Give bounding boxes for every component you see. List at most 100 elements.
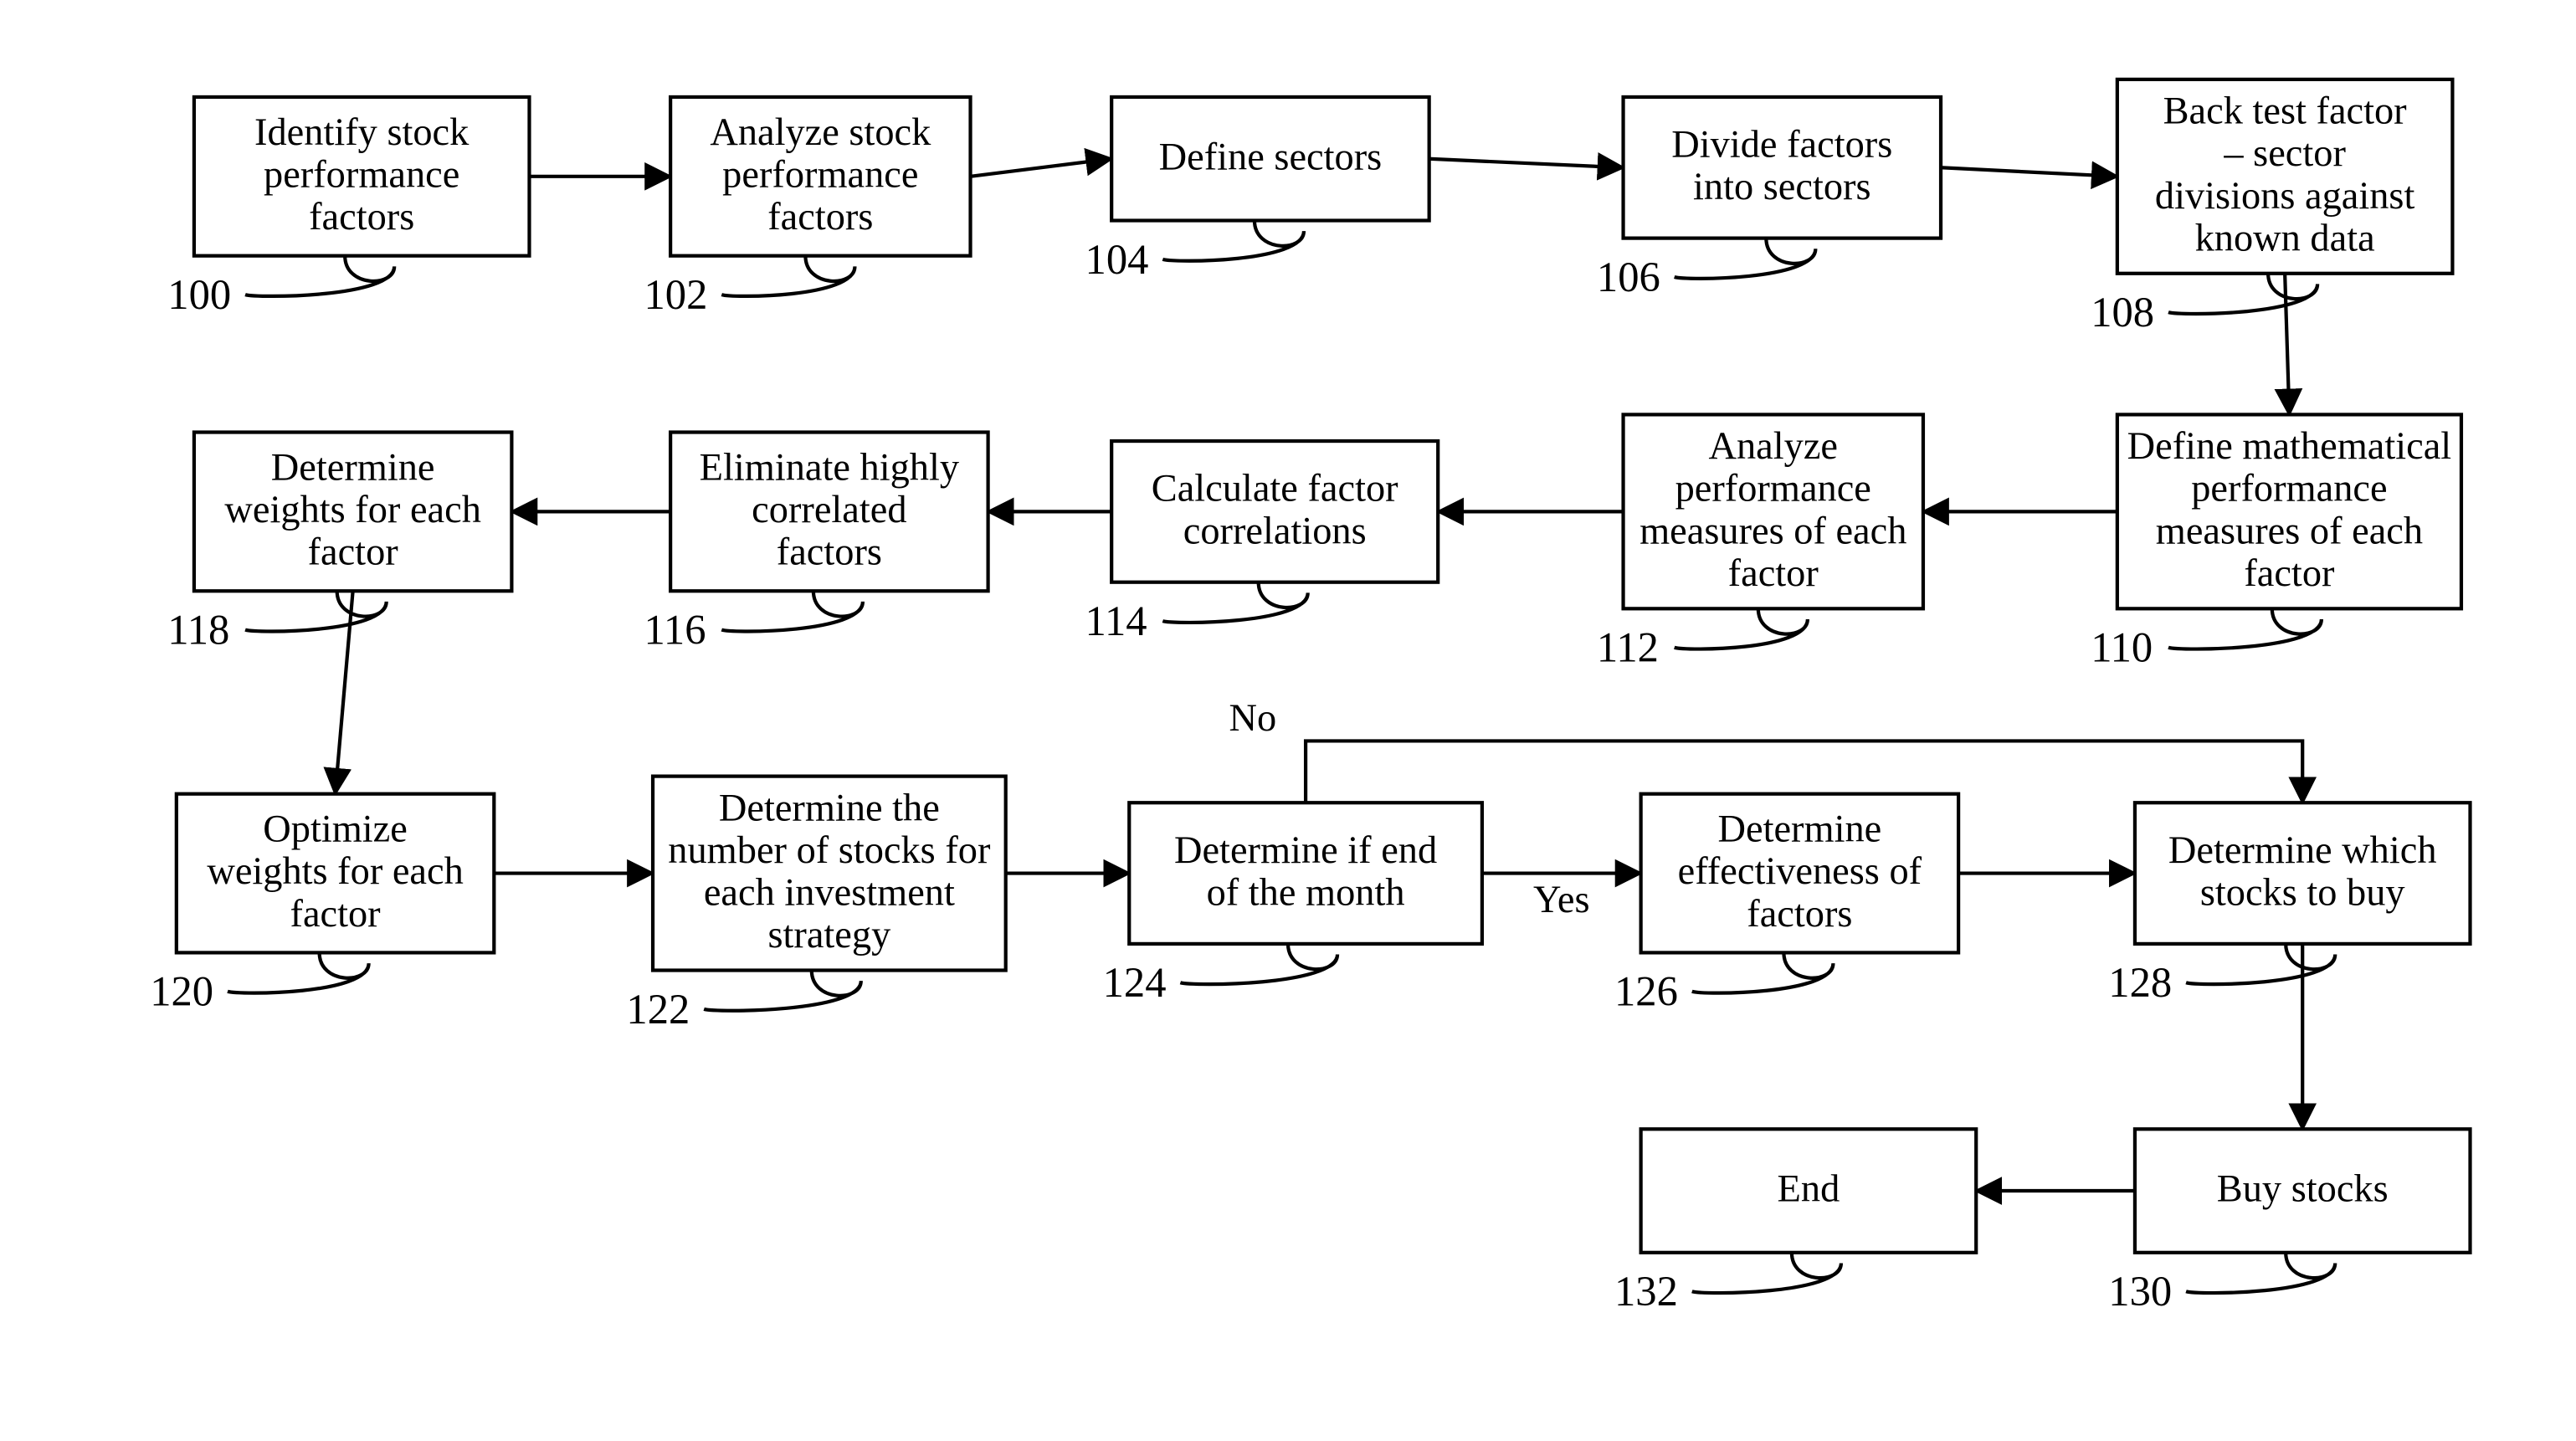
node-108: Back test factor– sectordivisions agains… <box>2117 79 2453 274</box>
node-112-line-3: factor <box>1728 552 1819 595</box>
node-118-line-2: factor <box>308 531 399 574</box>
ref-tail-130 <box>2186 1253 2335 1293</box>
ref-tail-132 <box>1692 1253 1841 1293</box>
ref-label-128: 128 <box>2108 959 2172 1006</box>
edge-label-yes: Yes <box>1533 879 1589 921</box>
node-116-line-0: Eliminate highly <box>700 446 959 489</box>
node-116: Eliminate highlycorrelatedfactors <box>670 433 988 592</box>
node-118: Determineweights for eachfactor <box>194 433 511 592</box>
ref-label-122: 122 <box>626 986 690 1033</box>
ref-tail-100 <box>245 256 394 296</box>
ref-label-114: 114 <box>1085 597 1147 644</box>
node-122-line-0: Determine the <box>719 787 940 829</box>
node-112-line-1: performance <box>1675 468 1871 510</box>
node-108-line-1: – sector <box>2223 132 2346 175</box>
ref-label-132: 132 <box>1614 1268 1678 1315</box>
edge-n102-n104 <box>971 159 1112 177</box>
node-126-line-2: factors <box>1747 893 1852 936</box>
node-132-line-0: End <box>1778 1168 1840 1211</box>
ref-label-106: 106 <box>1597 254 1660 300</box>
node-108-line-3: known data <box>2195 217 2375 259</box>
node-128-line-1: stocks to buy <box>2200 872 2405 915</box>
node-122-line-2: each investment <box>704 872 955 915</box>
ref-tail-102 <box>721 256 854 296</box>
ref-label-130: 130 <box>2108 1268 2172 1315</box>
node-104: Define sectors <box>1111 97 1429 221</box>
node-110-line-0: Define mathematical <box>2127 425 2452 468</box>
node-118-line-1: weights for each <box>224 489 480 531</box>
node-114-line-1: correlations <box>1183 510 1367 552</box>
ref-label-112: 112 <box>1597 624 1659 671</box>
node-100-line-1: performance <box>264 153 459 196</box>
node-102-line-2: factors <box>767 196 873 238</box>
node-100-line-0: Identify stock <box>254 111 470 154</box>
node-114: Calculate factorcorrelations <box>1111 441 1438 582</box>
node-126-line-0: Determine <box>1718 808 1882 851</box>
ref-label-102: 102 <box>644 271 708 318</box>
node-102-line-0: Analyze stock <box>710 111 931 154</box>
node-126-line-1: effectiveness of <box>1678 850 1922 893</box>
ref-label-110: 110 <box>2091 624 2153 671</box>
node-114-line-0: Calculate factor <box>1152 468 1398 510</box>
ref-label-100: 100 <box>167 271 231 318</box>
ref-tail-120 <box>228 952 369 992</box>
node-120-line-0: Optimize <box>263 808 408 851</box>
edge-n118-n120 <box>336 591 353 793</box>
node-116-line-1: correlated <box>752 489 906 531</box>
node-122-line-3: strategy <box>767 914 890 956</box>
ref-label-116: 116 <box>644 606 706 653</box>
node-120-line-2: factor <box>290 893 382 936</box>
node-100: Identify stockperformancefactors <box>194 97 530 256</box>
ref-tail-108 <box>2168 274 2317 314</box>
node-108-line-0: Back test factor <box>2163 90 2408 133</box>
ref-label-120: 120 <box>150 968 213 1015</box>
node-110-line-1: performance <box>2191 468 2387 510</box>
ref-tail-116 <box>721 591 863 631</box>
ref-tail-122 <box>704 971 861 1011</box>
node-128: Determine whichstocks to buy <box>2135 803 2471 944</box>
node-102-line-1: performance <box>722 153 918 196</box>
node-124: Determine if endof the month <box>1129 803 1482 944</box>
node-106-line-0: Divide factors <box>1671 124 1892 167</box>
node-122-line-1: number of stocks for <box>668 829 991 872</box>
node-106: Divide factorsinto sectors <box>1624 97 1941 238</box>
node-126: Determineeffectiveness offactors <box>1641 794 1958 953</box>
node-112-line-0: Analyze <box>1708 425 1838 468</box>
ref-tail-126 <box>1692 952 1834 992</box>
edge-n106-n108 <box>1941 167 2117 177</box>
ref-tail-128 <box>2186 944 2335 984</box>
ref-tail-112 <box>1675 608 1808 649</box>
ref-label-126: 126 <box>1614 968 1678 1015</box>
ref-tail-114 <box>1162 582 1307 623</box>
node-118-line-0: Determine <box>271 446 435 489</box>
node-106-line-1: into sectors <box>1693 166 1871 208</box>
node-132: End <box>1641 1129 1977 1253</box>
ref-tail-118 <box>245 591 387 631</box>
edge-label-no: No <box>1229 697 1276 740</box>
node-124-line-1: of the month <box>1207 872 1405 915</box>
node-104-line-0: Define sectors <box>1159 136 1383 178</box>
node-110-line-2: measures of each <box>2156 510 2423 552</box>
edge-n108-n110 <box>2285 274 2289 415</box>
edge-n104-n106 <box>1429 159 1624 168</box>
node-112-line-2: measures of each <box>1640 510 1906 552</box>
node-110-line-3: factor <box>2244 552 2335 595</box>
ref-label-108: 108 <box>2091 289 2154 336</box>
node-116-line-2: factors <box>777 531 882 574</box>
ref-tail-104 <box>1162 221 1304 261</box>
ref-label-118: 118 <box>167 606 229 653</box>
ref-label-104: 104 <box>1085 236 1149 283</box>
node-122: Determine thenumber of stocks foreach in… <box>653 777 1006 971</box>
ref-tail-124 <box>1180 944 1337 984</box>
node-100-line-2: factors <box>309 196 414 238</box>
flowchart-svg: YesNoIdentify stockperformancefactors100… <box>0 0 2576 1412</box>
ref-tail-110 <box>2168 608 2322 649</box>
node-130-line-0: Buy stocks <box>2217 1168 2389 1211</box>
node-102: Analyze stockperformancefactors <box>670 97 970 256</box>
node-110: Define mathematicalperformancemeasures o… <box>2117 414 2461 608</box>
node-120: Optimizeweights for eachfactor <box>177 794 494 953</box>
node-130: Buy stocks <box>2135 1129 2471 1253</box>
node-128-line-0: Determine which <box>2168 829 2437 872</box>
node-108-line-2: divisions against <box>2155 175 2415 218</box>
ref-label-124: 124 <box>1103 959 1167 1006</box>
